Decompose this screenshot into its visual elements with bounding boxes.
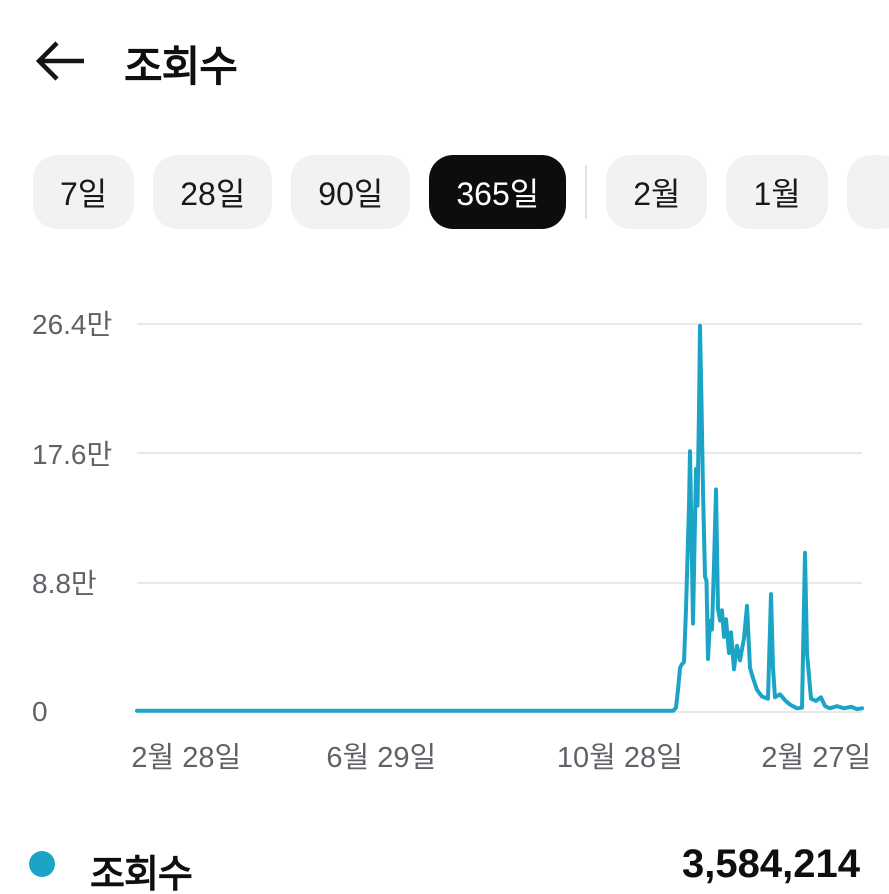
gridline [137,452,862,455]
x-tick-label: 10월 28일 [556,742,683,774]
back-arrow-icon [35,41,84,81]
period-pill-partial[interactable] [846,155,889,229]
back-button[interactable] [34,38,86,84]
y-tick-label: 0 [32,696,48,727]
views-line-chart [135,323,864,713]
legend-series-name: 조회수 [90,854,193,894]
y-axis-labels: 26.4만 17.6만 8.8만 0 [32,309,132,727]
x-tick-label: 2월 27일 [761,742,872,774]
pill-divider [585,165,588,219]
period-filter: 7일 28일 90일 365일 2월 1월 [33,154,889,230]
y-tick-label: 17.6만 [32,438,113,470]
y-tick-label: 26.4만 [32,309,113,340]
chart-plot-area[interactable] [135,323,864,713]
period-pill-7일[interactable]: 7일 [33,155,135,229]
period-pill-1월[interactable]: 1월 [726,155,828,229]
page-title: 조회수 [124,43,238,90]
gridline [137,323,862,325]
period-pill-2월[interactable]: 2월 [606,155,708,229]
x-tick-label: 6월 29일 [326,742,437,774]
legend-dot-icon [29,851,55,877]
legend-total-value: 3,584,214 [682,842,860,886]
period-pill-90일[interactable]: 90일 [291,155,411,229]
period-pill-365일[interactable]: 365일 [429,155,567,229]
gridline [137,581,862,584]
period-pill-28일[interactable]: 28일 [153,155,273,229]
y-tick-label: 8.8만 [32,568,97,600]
x-tick-label: 2월 28일 [131,742,242,774]
views-line-series [135,323,864,713]
x-axis-labels: 2월 28일 6월 29일 10월 28일 2월 27일 [131,734,871,774]
